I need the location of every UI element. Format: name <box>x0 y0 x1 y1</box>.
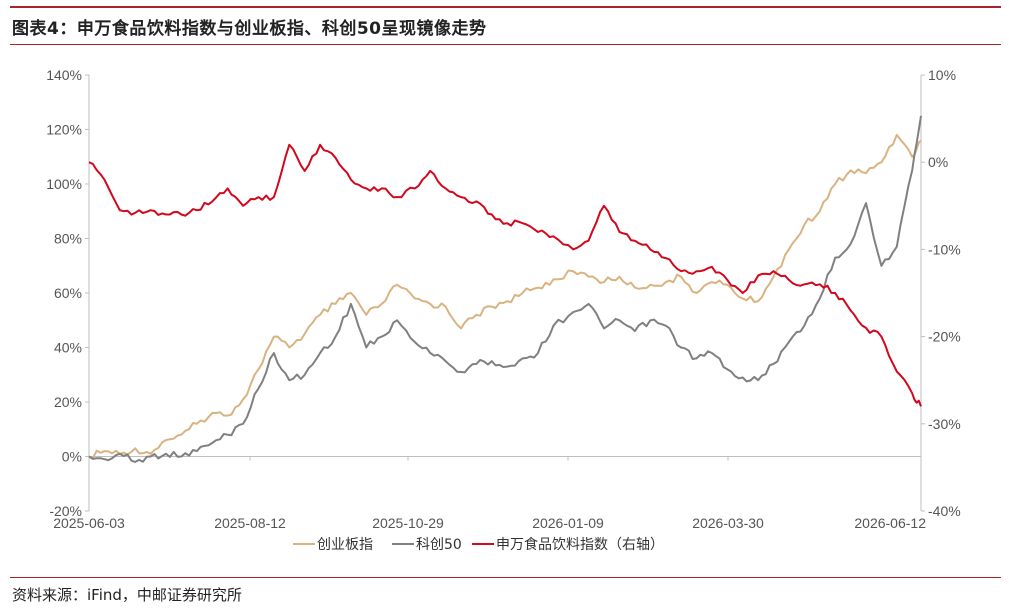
y-right-tick-label: -20% <box>928 329 961 345</box>
chart-title: 图表4：申万食品饮料指数与创业板指、科创50呈现镜像走势 <box>12 19 487 39</box>
legend-label-3: 申万食品饮料指数（右轴） <box>496 536 664 553</box>
footer-rule <box>10 577 1001 578</box>
y-right-tick-label: 10% <box>928 67 956 83</box>
top-rule <box>10 6 1001 8</box>
x-tick-label: 2025-08-12 <box>214 515 286 531</box>
y-right-tick-label: -10% <box>928 241 961 257</box>
x-tick-label: 2026-03-30 <box>692 515 764 531</box>
y-left-tick-label: 20% <box>54 394 82 410</box>
y-left-tick-label: 120% <box>46 122 82 138</box>
title-rule <box>10 44 1001 45</box>
x-tick-label: 2026-01-09 <box>532 515 604 531</box>
x-tick-label: 2026-06-12 <box>854 515 926 531</box>
series-layer <box>88 115 922 463</box>
y-left-tick-label: 80% <box>54 231 82 247</box>
y-left-tick-label: 140% <box>46 67 82 83</box>
axes: 140% 120% 100% 80% 60% 40% 20% 0% -20% 10% 0% -10% -… <box>46 67 961 531</box>
y-left-tick-label: 60% <box>54 285 82 301</box>
legend-label-1: 创业板指 <box>317 537 373 553</box>
y-left-tick-label: 100% <box>46 176 82 192</box>
y-left-tick-label: 0% <box>62 449 82 465</box>
x-tick-label: 2025-06-03 <box>53 515 125 531</box>
y-right-tick-label: 0% <box>928 154 948 170</box>
series-line-1 <box>88 133 922 460</box>
series-line-3 <box>88 143 922 407</box>
source-note: 资料来源：iFind，中邮证券研究所 <box>12 586 242 604</box>
series-line-2 <box>88 115 922 463</box>
legend: 创业板指 科创50 申万食品饮料指数（右轴） <box>293 536 664 553</box>
legend-label-2: 科创50 <box>416 537 462 553</box>
x-tick-label: 2025-10-29 <box>372 515 444 531</box>
y-left-tick-label: -20% <box>49 503 82 519</box>
y-left-tick-label: 40% <box>54 340 82 356</box>
y-right-tick-label: -40% <box>928 503 961 519</box>
line-chart: 140% 120% 100% 80% 60% 40% 20% 0% -20% 10% 0% -10% -… <box>46 67 961 553</box>
y-right-tick-label: -30% <box>928 416 961 432</box>
